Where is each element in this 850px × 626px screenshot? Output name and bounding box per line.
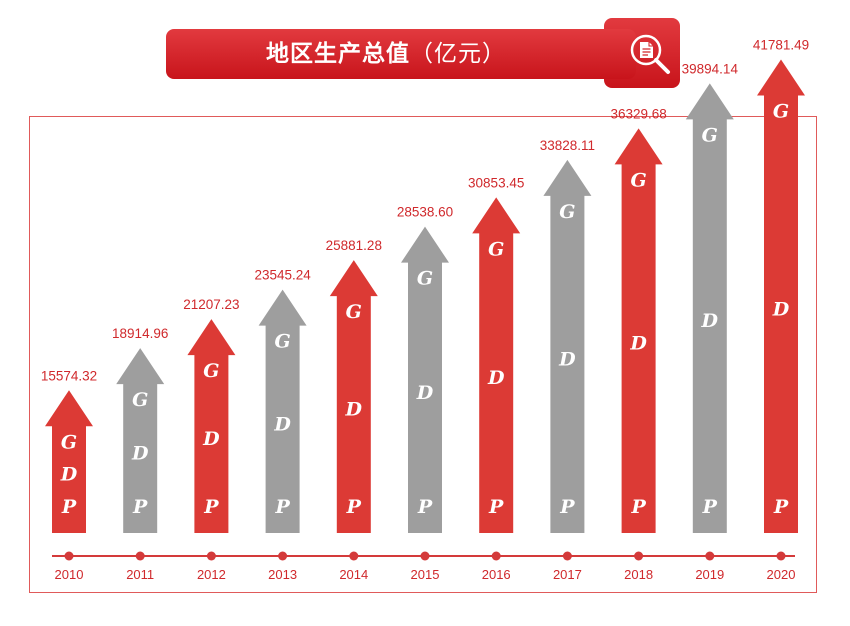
arrow-bar-2011 [116, 348, 165, 533]
bar-letter-d: D [60, 464, 78, 486]
value-label-2019: 39894.14 [682, 61, 739, 76]
arrow-bar-2012 [187, 319, 236, 533]
bar-letter-g: G [488, 238, 504, 260]
bar-letter-d: D [772, 298, 790, 320]
timeline-dot [562, 551, 572, 561]
year-label-2017: 2017 [553, 567, 582, 582]
timeline-dot [349, 551, 359, 561]
timeline-dot [420, 551, 430, 561]
year-label-2020: 2020 [767, 567, 796, 582]
value-label-2010: 15574.32 [41, 368, 97, 383]
value-label-2018: 36329.68 [610, 106, 666, 121]
bar-letter-p: P [559, 496, 575, 518]
value-label-2016: 30853.45 [468, 175, 524, 190]
bar-letter-p: P [773, 496, 789, 518]
bar-letter-d: D [273, 413, 291, 435]
bar-letter-d: D [487, 367, 505, 389]
bar-letter-p: P [61, 496, 77, 518]
arrow-bar-2010 [45, 390, 93, 533]
search-document-icon [630, 34, 670, 74]
arrow-bar-2019 [685, 83, 734, 534]
bar-letter-g: G [132, 389, 148, 411]
bar-letter-p: P [630, 496, 646, 518]
bar-letter-d: D [558, 348, 576, 370]
bar-letter-g: G [203, 360, 219, 382]
bar-letter-d: D [131, 443, 149, 465]
timeline-dot [206, 551, 216, 561]
bar-letter-p: P [346, 496, 362, 518]
year-label-2013: 2013 [268, 567, 297, 582]
value-label-2014: 25881.28 [326, 238, 382, 253]
bar-letter-d: D [345, 399, 363, 421]
bar-letter-d: D [202, 428, 220, 450]
timeline-dot [634, 551, 644, 561]
bar-letter-p: P [274, 496, 290, 518]
arrow-bar-2013 [258, 289, 307, 533]
year-label-2016: 2016 [482, 567, 511, 582]
timeline-dot [705, 551, 715, 561]
timeline-dot [135, 551, 145, 561]
timeline-dot [491, 551, 501, 561]
arrow-bar-2016 [472, 197, 521, 534]
bar-letter-d: D [629, 333, 647, 355]
arrow-bar-2018 [614, 128, 663, 533]
bar-letter-g: G [559, 201, 575, 223]
chart-frame [29, 116, 817, 593]
title-main: 地区生产总值 [266, 41, 410, 67]
chart-title: 地区生产总值（亿元） [166, 29, 606, 79]
bar-letter-g: G [417, 268, 433, 290]
bar-letter-p: P [702, 496, 718, 518]
bar-letter-g: G [702, 124, 718, 146]
bar-letter-p: P [132, 496, 148, 518]
bar-letter-p: P [488, 496, 504, 518]
bar-letter-d: D [416, 382, 434, 404]
year-label-2011: 2011 [126, 567, 154, 582]
timeline-dot [64, 551, 74, 561]
year-label-2019: 2019 [695, 567, 724, 582]
year-label-2015: 2015 [411, 567, 440, 582]
value-label-2011: 18914.96 [112, 326, 168, 341]
year-label-2014: 2014 [339, 567, 368, 582]
bar-letter-p: P [203, 496, 219, 518]
bar-letter-g: G [61, 431, 77, 453]
bar-letter-g: G [630, 169, 646, 191]
bar-letter-g: G [346, 301, 362, 323]
title-banner [166, 29, 636, 79]
bar-letter-g: G [274, 331, 290, 353]
value-label-2020: 41781.49 [753, 38, 809, 53]
value-label-2017: 33828.11 [540, 138, 595, 153]
value-label-2013: 23545.24 [254, 268, 311, 283]
value-label-2015: 28538.60 [397, 205, 453, 220]
bar-letter-d: D [701, 310, 719, 332]
bar-letter-g: G [773, 101, 789, 123]
timeline-dot [278, 551, 288, 561]
value-label-2012: 21207.23 [183, 297, 239, 312]
arrow-bar-2015 [401, 226, 449, 533]
arrow-bar-2017 [543, 159, 592, 533]
bar-letter-p: P [417, 496, 433, 518]
year-label-2012: 2012 [197, 567, 226, 582]
timeline-dot [776, 551, 786, 561]
year-label-2018: 2018 [624, 567, 653, 582]
year-label-2010: 2010 [55, 567, 84, 582]
arrow-bar-2020 [757, 59, 805, 533]
title-unit: （亿元） [410, 41, 506, 67]
arrow-bar-2014 [329, 260, 378, 533]
